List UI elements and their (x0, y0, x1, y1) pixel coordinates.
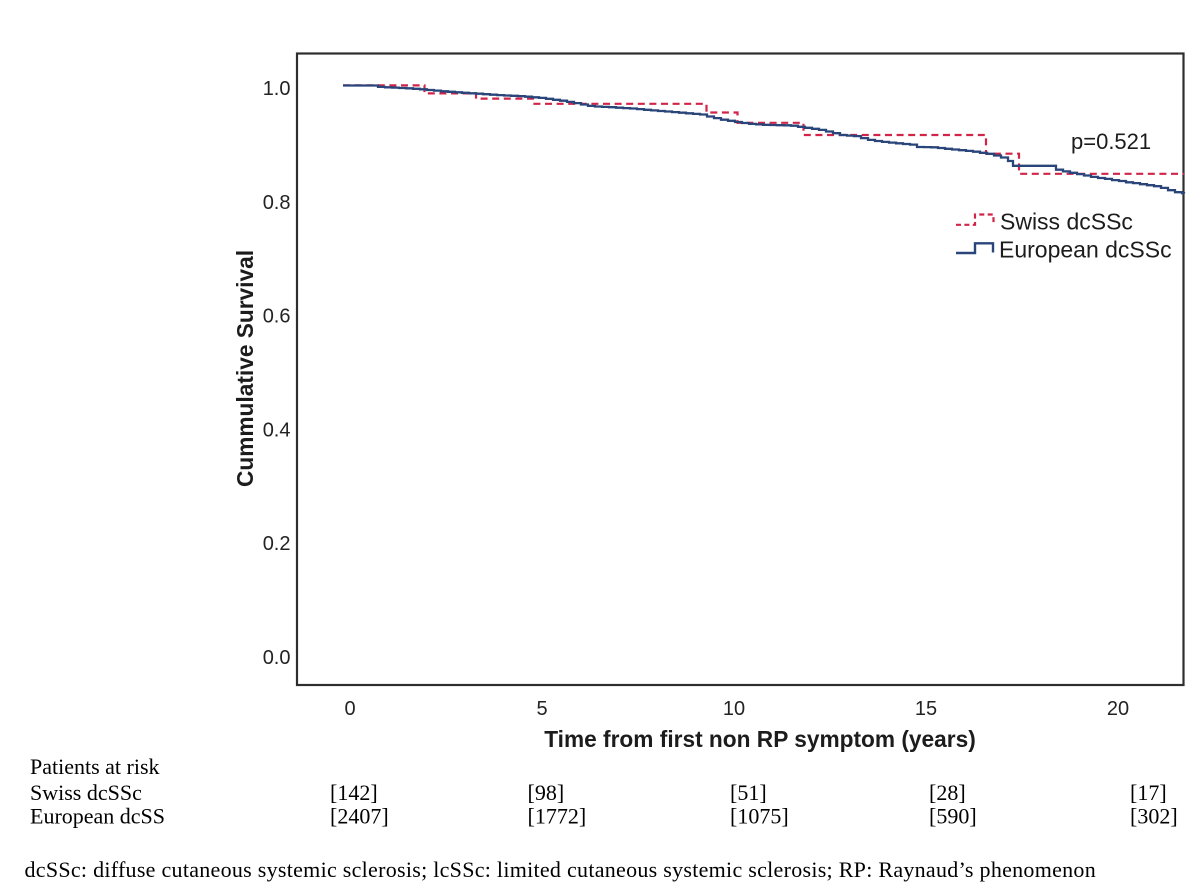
svg-text:[51]: [51] (730, 780, 767, 805)
svg-text:[28]: [28] (929, 780, 966, 805)
svg-text:20: 20 (1107, 698, 1129, 720)
svg-text:[17]: [17] (1130, 780, 1167, 805)
svg-text:[142]: [142] (330, 780, 378, 805)
svg-text:European dcSSc: European dcSSc (999, 236, 1172, 262)
svg-text:0.0: 0.0 (263, 647, 291, 669)
svg-text:Cummulative Survival: Cummulative Survival (232, 250, 258, 487)
svg-text:[590]: [590] (929, 804, 977, 829)
svg-text:0.8: 0.8 (263, 192, 291, 214)
svg-text:0: 0 (344, 698, 355, 720)
svg-text:10: 10 (723, 698, 745, 720)
svg-text:1.0: 1.0 (263, 78, 291, 100)
svg-text:Swiss dcSSc: Swiss dcSSc (30, 780, 142, 805)
svg-text:5: 5 (536, 698, 547, 720)
svg-text:Swiss dcSSc: Swiss dcSSc (1000, 209, 1133, 235)
svg-text:15: 15 (915, 698, 937, 720)
svg-text:[2407]: [2407] (330, 804, 389, 829)
svg-text:[1075]: [1075] (730, 804, 789, 829)
svg-text:[1772]: [1772] (528, 804, 587, 829)
svg-text:European dcSS: European dcSS (30, 804, 165, 829)
svg-text:0.4: 0.4 (263, 419, 291, 441)
svg-text:0.6: 0.6 (263, 306, 291, 328)
svg-text:[302]: [302] (1130, 804, 1178, 829)
svg-text:[98]: [98] (528, 780, 565, 805)
svg-text:0.2: 0.2 (263, 533, 291, 555)
svg-text:p=0.521: p=0.521 (1071, 129, 1151, 154)
svg-text:Patients at risk: Patients at risk (30, 754, 160, 779)
svg-text:dcSSc: diffuse cutaneous syste: dcSSc: diffuse cutaneous systemic sclero… (25, 857, 1096, 882)
svg-text:Time from first non RP symptom: Time from first non RP symptom (years) (544, 726, 976, 752)
